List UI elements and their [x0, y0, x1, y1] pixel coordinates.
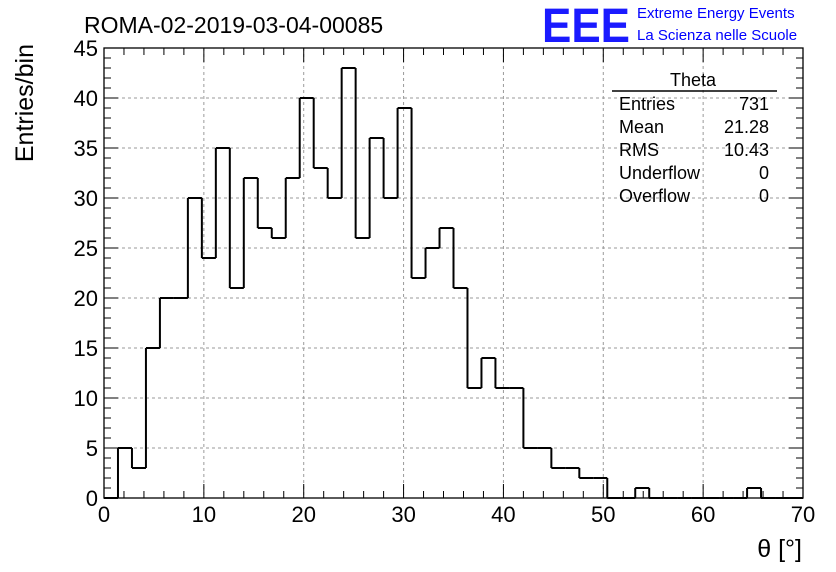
x-tick-label: 30 — [391, 502, 415, 527]
plot-frame — [103, 47, 804, 499]
x-tick-label: 70 — [791, 502, 815, 527]
stats-label: Mean — [619, 117, 664, 137]
stats-label: RMS — [619, 140, 659, 160]
run-title: ROMA-02-2019-03-04-00085 — [84, 12, 383, 38]
y-tick-label: 40 — [74, 86, 98, 111]
y-tick-label: 15 — [74, 336, 98, 361]
stats-value: 10.43 — [724, 140, 769, 160]
brand-line1: Extreme Energy Events — [637, 5, 795, 22]
x-tick-label: 0 — [98, 502, 110, 527]
x-tick-label: 40 — [491, 502, 515, 527]
x-axis-title: θ [°] — [757, 535, 802, 563]
stats-value: 0 — [759, 163, 769, 183]
y-tick-label: 20 — [74, 286, 98, 311]
y-tick-label: 5 — [86, 436, 98, 461]
x-tick-label: 20 — [291, 502, 315, 527]
stats-label: Underflow — [619, 163, 701, 183]
stats-box: Theta Entries 731 Mean 21.28 RMS 10.43 Underfl… — [612, 70, 777, 206]
y-tick-label: 10 — [74, 386, 98, 411]
stats-value: 0 — [759, 186, 769, 206]
eee-logo: EEE — [542, 0, 630, 53]
stats-label: Entries — [619, 94, 675, 114]
y-tick-label: 0 — [86, 486, 98, 511]
stats-label: Overflow — [619, 186, 691, 206]
x-tick-label: 10 — [192, 502, 216, 527]
y-tick-label: 25 — [74, 236, 98, 261]
y-axis-title: Entries/bin — [11, 44, 39, 162]
y-tick-label: 45 — [74, 36, 98, 61]
x-tick-label: 60 — [691, 502, 715, 527]
brand-line2: La Scienza nelle Scuole — [637, 27, 797, 44]
stats-value: 21.28 — [724, 117, 769, 137]
y-tick-label: 35 — [74, 136, 98, 161]
x-tick-label: 50 — [591, 502, 615, 527]
y-tick-label: 30 — [74, 186, 98, 211]
stats-value: 731 — [739, 94, 769, 114]
stats-title: Theta — [670, 70, 717, 90]
